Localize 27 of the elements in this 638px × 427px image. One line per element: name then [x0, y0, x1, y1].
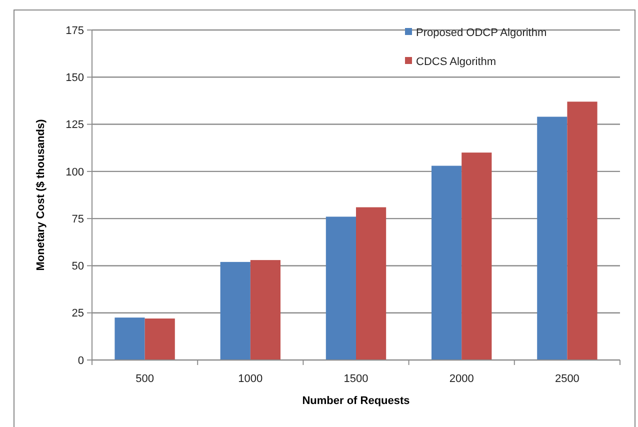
x-tick-label: 500 [136, 373, 154, 385]
x-tick-label: 2000 [449, 373, 474, 385]
legend-label: Proposed ODCP Algorithm [416, 26, 547, 39]
x-tick-label: 1500 [344, 373, 368, 385]
y-tick-label: 0 [78, 354, 84, 367]
bar [144, 318, 175, 360]
y-tick-label: 175 [66, 24, 84, 37]
y-axis-title: Monetary Cost ($ thousands) [35, 118, 47, 271]
bar [537, 116, 568, 360]
bar [567, 102, 598, 360]
x-axis-title: Number of Requests [302, 395, 410, 407]
bar [326, 216, 356, 360]
y-tick-label: 50 [72, 260, 84, 273]
y-tick-label: 125 [66, 119, 84, 132]
bar [250, 260, 280, 360]
bar [356, 207, 386, 360]
bar [114, 318, 145, 360]
legend-label: CDCS Algorithm [416, 56, 496, 68]
x-tick-label: 1000 [238, 373, 263, 385]
y-tick-label: 25 [72, 308, 84, 320]
bar [220, 262, 250, 360]
bar [462, 152, 492, 360]
y-tick-label: 75 [72, 213, 84, 226]
y-tick-label: 150 [66, 72, 84, 84]
bar [432, 166, 462, 360]
y-tick-label: 100 [66, 166, 84, 178]
x-tick-label: 2500 [554, 373, 580, 385]
